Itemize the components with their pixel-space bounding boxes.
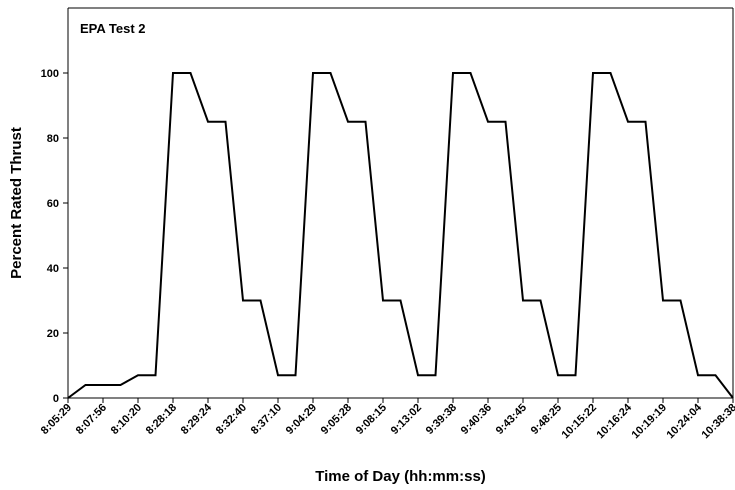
x-tick-label: 8:29:24 [179,401,215,437]
x-tick-label: 10:38:38 [699,402,735,442]
x-tick-label: 10:19:19 [629,402,669,442]
x-tick-label: 9:39:38 [424,402,459,437]
x-tick-label: 8:32:40 [214,402,249,437]
x-axis-ticks: 8:05:29 8:07:56 8:10:20 8:28:18 8:29:24 8:32:… [39,398,735,441]
x-tick-label: 9:04:29 [284,402,319,437]
y-tick-label: 0 [53,393,59,405]
x-tick-label: 9:43:45 [494,402,529,437]
x-tick-label: 8:05:29 [39,402,74,437]
x-tick-label: 9:40:36 [459,402,494,437]
x-tick-label: 8:10:20 [109,402,144,437]
x-tick-label: 10:15:22 [559,402,599,442]
x-tick-label: 8:28:18 [144,402,179,437]
x-tick-label: 8:37:10 [249,402,284,437]
x-tick-label: 9:13:02 [389,402,424,437]
y-tick-label: 40 [47,263,59,275]
series-line [67,72,734,399]
series-layer [67,72,734,399]
x-tick-label: 9:05:28 [319,402,354,437]
y-tick-label: 100 [41,68,59,80]
x-tick-label: 9:48:25 [529,402,564,437]
y-tick-label: 20 [47,328,59,340]
y-tick-label: 60 [47,198,59,210]
x-tick-label: 9:08:15 [354,402,389,437]
y-tick-label: 80 [47,133,59,145]
x-tick-label: 10:16:24 [594,401,634,441]
chart-title: EPA Test 2 [80,21,146,36]
x-axis-title: Time of Day (hh:mm:ss) [315,468,486,485]
y-axis-title: Percent Rated Thrust [8,127,25,279]
y-axis-ticks: 0 20 40 60 80 100 [41,68,68,405]
x-tick-label: 8:07:56 [74,402,109,437]
x-tick-label: 10:24:04 [664,401,704,441]
plot-frame [67,7,734,399]
